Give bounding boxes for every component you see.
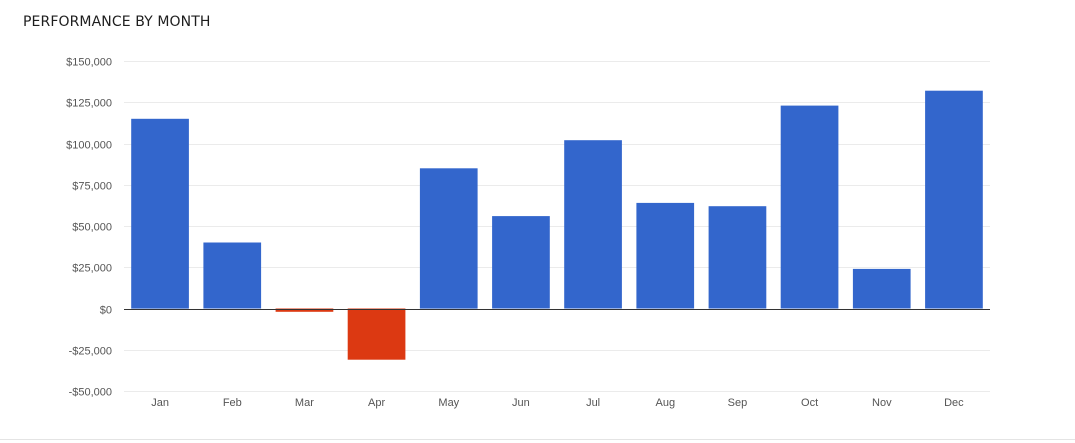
y-tick-label: $50,000: [72, 222, 112, 234]
x-tick-label: Dec: [944, 397, 964, 409]
x-tick-label: Oct: [801, 397, 818, 409]
y-tick-label: -$25,000: [69, 346, 112, 358]
bar-sep: [708, 206, 767, 309]
bar-dec: [925, 90, 983, 309]
axes: $150,000 $125,000 $100,000 $75,000 $50,000 $2…: [66, 57, 990, 409]
y-tick-label: $75,000: [72, 181, 112, 193]
x-tick-label: Jun: [512, 397, 530, 409]
gridlines: [124, 61, 990, 392]
y-tick-label: $0: [100, 305, 112, 317]
bar-oct: [780, 105, 839, 309]
x-tick-label: Mar: [295, 397, 314, 409]
x-tick-label: Apr: [368, 397, 385, 409]
bars: [131, 90, 983, 360]
x-tick-label: May: [438, 397, 459, 409]
chart-title: PERFORMANCE BY MONTH: [23, 14, 211, 30]
x-tick-label: Sep: [728, 397, 748, 409]
y-tick-label: $150,000: [66, 57, 112, 69]
x-tick-label: Feb: [223, 397, 242, 409]
bar-jun: [492, 216, 550, 309]
bar-jan: [131, 118, 189, 309]
x-tick-label: Jan: [151, 397, 169, 409]
y-tick-label: $100,000: [66, 140, 112, 152]
bar-aug: [636, 202, 695, 309]
x-tick-label: Nov: [872, 397, 892, 409]
bar-feb: [203, 242, 262, 309]
bar-mar: [275, 308, 334, 312]
y-tick-label: $25,000: [72, 263, 112, 275]
bar-may: [419, 168, 478, 309]
y-tick-label: -$50,000: [69, 387, 112, 399]
x-tick-label: Aug: [656, 397, 676, 409]
bar-nov: [852, 268, 911, 309]
bar-jul: [564, 140, 622, 309]
y-tick-label: $125,000: [66, 98, 112, 110]
bar-apr: [347, 308, 406, 360]
x-tick-label: Jul: [586, 397, 600, 409]
